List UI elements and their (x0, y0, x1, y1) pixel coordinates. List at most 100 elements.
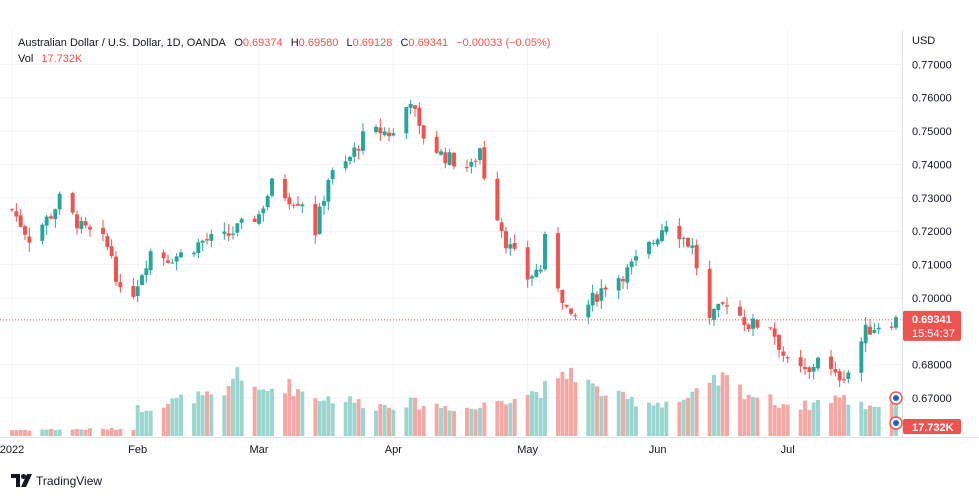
volume-bar (135, 405, 140, 436)
price-tick-label: 0.73000 (912, 193, 952, 205)
candle-body (49, 216, 53, 219)
candle-body (564, 304, 569, 307)
volume-bar (859, 401, 864, 436)
candle-body (525, 247, 530, 280)
candle-body (504, 231, 508, 249)
candle-body (651, 242, 656, 244)
volume-bar (807, 409, 812, 436)
price-tick-label: 0.67000 (912, 393, 952, 405)
volume-bar (222, 395, 227, 436)
volume-bar (686, 397, 690, 436)
volume-bar (10, 430, 14, 436)
candle-body (174, 256, 179, 262)
volume-bar (504, 404, 508, 436)
volume-bar (876, 406, 881, 436)
tradingview-logo[interactable]: TradingView (11, 474, 102, 488)
candle-body (707, 268, 712, 318)
event-markers[interactable] (889, 391, 903, 430)
volume-bar (443, 406, 448, 436)
candle-body (196, 242, 201, 254)
volume-bar (291, 396, 296, 436)
candle-body (677, 225, 682, 240)
candle-body (595, 294, 599, 302)
candle-body (109, 246, 114, 257)
candle-body (712, 309, 716, 320)
flag-dot-icon (893, 420, 899, 426)
volume-bar (439, 407, 443, 436)
candle-body (634, 256, 638, 261)
candle-body (768, 327, 773, 329)
candle-body (664, 226, 669, 232)
candle-body (781, 351, 786, 356)
volume-bar (326, 396, 331, 436)
candle-body (621, 278, 625, 282)
candle-body (83, 221, 88, 226)
price-tick-label: 0.77000 (912, 59, 952, 71)
candle-body (118, 282, 123, 288)
legend-high-label: H (291, 37, 299, 49)
legend-open-label: O (234, 37, 243, 49)
volume-bar (586, 379, 591, 436)
candle-body (569, 308, 573, 314)
candle-body (352, 147, 357, 157)
candle-body (508, 244, 513, 249)
volume-bar (525, 394, 530, 436)
candle-body (686, 237, 690, 247)
volume-bar (556, 378, 560, 436)
candle-body (209, 234, 214, 241)
volume-bar (322, 400, 326, 436)
volume-bar (625, 398, 630, 436)
candle-body (361, 131, 365, 151)
candle-body (10, 209, 14, 211)
volume-bar (777, 407, 781, 436)
candle-body (317, 206, 322, 235)
candle-body (105, 236, 110, 248)
volume-bar (226, 385, 231, 436)
volume-bar (560, 371, 565, 436)
volume-bar (781, 404, 786, 436)
volume-bar (296, 389, 300, 436)
candle-body (616, 278, 621, 291)
candle-body (257, 214, 261, 224)
legend-low-value: 0.69128 (353, 37, 393, 49)
flag-dot-icon (893, 395, 899, 401)
legend-volume: Vol 17.732K (18, 53, 83, 65)
candle-body (265, 196, 270, 208)
candle-body (374, 126, 378, 132)
volume-bar (300, 391, 305, 436)
candle-body (660, 230, 664, 242)
volume-bar (387, 407, 391, 436)
time-tick-label: Jun (649, 444, 667, 456)
candle-body (23, 226, 27, 235)
candle-body (300, 204, 305, 207)
volume-bar (330, 403, 335, 436)
candle-body (842, 379, 846, 381)
legend: Australian Dollar / U.S. Dollar, 1D, OAN… (18, 37, 550, 65)
candle-body (573, 315, 578, 317)
candle-body (465, 167, 469, 169)
candle-body (889, 326, 894, 328)
time-tick-label: Apr (385, 444, 402, 456)
volume-bar (473, 409, 478, 436)
volume-bar (408, 397, 413, 436)
volume-bar (404, 407, 409, 436)
volume-bar (534, 391, 539, 436)
candle-body (530, 276, 534, 279)
volume-bar (192, 403, 196, 436)
volume-bar (616, 390, 621, 436)
volume-bar (482, 402, 487, 436)
volume-bar (772, 404, 777, 436)
volume-bar (166, 403, 170, 436)
candle-body (140, 275, 144, 286)
volume-bar (239, 380, 244, 436)
volume-bar (83, 429, 88, 436)
candle-body (413, 105, 417, 109)
candle-body (326, 179, 331, 202)
volume-bar (170, 398, 175, 436)
volume-bar (413, 397, 417, 436)
volume-bar (837, 397, 842, 436)
volume-bar (785, 404, 790, 436)
volume-bar (681, 399, 686, 436)
